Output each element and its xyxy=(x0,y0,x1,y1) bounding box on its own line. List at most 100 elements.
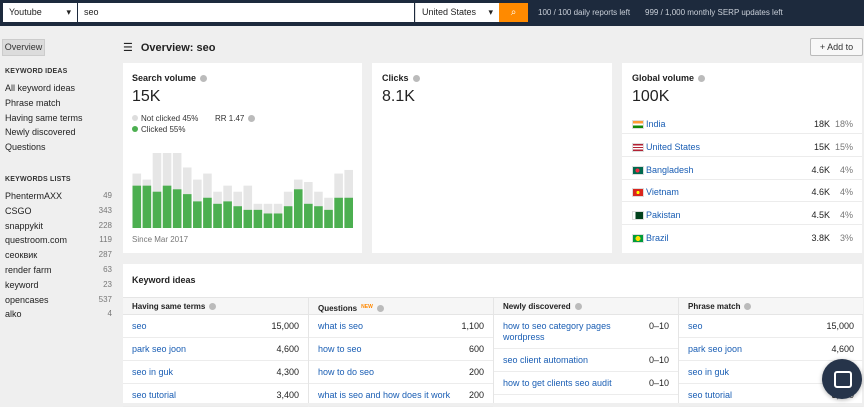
country-select[interactable]: United States ▾ xyxy=(415,3,499,22)
search-button[interactable]: ⌕ xyxy=(499,3,528,22)
card-value: 8.1K xyxy=(382,88,415,105)
list-name[interactable]: questroom.com xyxy=(5,235,68,246)
quota-daily: 100 / 100 daily reports left xyxy=(538,8,631,17)
section-title: KEYWORD IDEAS xyxy=(5,68,68,75)
list-name[interactable]: keyword xyxy=(5,279,39,290)
sidebar-link[interactable]: Phrase match xyxy=(5,97,61,108)
rr-text: RR 1.47 xyxy=(215,114,245,123)
clicked-bar xyxy=(283,206,293,228)
country-link[interactable]: Pakistan xyxy=(646,210,681,221)
clicked-bar xyxy=(304,203,313,228)
add-label: Add to xyxy=(827,42,854,52)
list-count: 228 xyxy=(98,220,112,230)
country-link[interactable]: Bangladesh xyxy=(646,164,694,175)
clicked-bar xyxy=(162,185,172,228)
clicks-card: Clicks 8.1K xyxy=(372,63,612,253)
country-volume: 4.5K xyxy=(811,210,830,221)
clicked-bar xyxy=(314,206,323,228)
keyword-link[interactable]: what is seo xyxy=(318,321,364,331)
keyword-link[interactable]: seo in guk xyxy=(132,367,174,377)
keyword-volume: 15,000 xyxy=(271,321,299,331)
country-volume: 3.8K xyxy=(811,233,830,243)
keyword-link[interactable]: seo client automation xyxy=(503,355,589,365)
keyword-row: how to seo category pages wordpress 0–10 xyxy=(494,315,678,349)
top-bar: Youtube ▾ seo United States ▾ ⌕ 100 / 100 … xyxy=(0,0,864,26)
keyword-link[interactable]: seo in guk xyxy=(688,367,730,377)
column: Questions NEW what is seo 1,100 how to seo 60… xyxy=(308,297,493,407)
list-count: 343 xyxy=(98,205,112,215)
overview-tab[interactable]: Overview xyxy=(2,39,45,56)
keyword-link[interactable]: how to do seo xyxy=(318,367,375,377)
country-share: 4% xyxy=(839,210,853,221)
sidebar-link[interactable]: Newly discovered xyxy=(5,127,76,138)
clicked-bar xyxy=(182,194,192,228)
country-link[interactable]: Vietnam xyxy=(646,187,679,198)
list-name[interactable]: snappykit xyxy=(5,220,44,231)
list-name[interactable]: PhentermAXX xyxy=(5,191,63,201)
list-count: 287 xyxy=(98,250,112,260)
clicked-bar xyxy=(243,209,253,228)
keyword-row: park seo joon 4,600 xyxy=(679,338,863,361)
since: Since Mar 2017 xyxy=(132,235,189,244)
clicked-bar xyxy=(203,197,212,228)
search-volume-card: Search volume 15K Not clicked 45% RR 1.4… xyxy=(123,63,362,253)
keyword-volume: 200 xyxy=(468,367,484,377)
column: Newly discovered how to seo category page… xyxy=(493,297,678,403)
list-name[interactable]: opencases xyxy=(5,294,49,305)
list-name[interactable]: render farm xyxy=(5,265,52,275)
separator xyxy=(622,224,862,226)
keyword-volume: 3,400 xyxy=(276,390,299,400)
keyword-link[interactable]: park seo joon xyxy=(132,344,187,354)
clicked: Clicked 55% xyxy=(141,125,186,134)
list-name[interactable]: CSGO xyxy=(5,205,32,216)
country-link[interactable]: Brazil xyxy=(646,233,669,243)
clicked-bar xyxy=(263,213,273,228)
keyword-volume: 15,000 xyxy=(826,321,854,331)
info xyxy=(376,305,384,312)
country-volume: 4.6K xyxy=(811,187,830,198)
list-count: 49 xyxy=(103,191,112,200)
total-bar xyxy=(243,185,253,228)
keyword-link[interactable]: seo tutorial xyxy=(132,390,177,400)
sidebar-link[interactable]: Questions xyxy=(5,142,46,153)
country-share: 4% xyxy=(839,187,853,198)
column-header: Newly discovered xyxy=(494,297,678,315)
volume-chart xyxy=(132,153,353,228)
clicked-bar xyxy=(193,201,202,228)
country-share: 18% xyxy=(834,119,853,129)
column-title: Phrase match xyxy=(688,302,741,311)
chat-button[interactable] xyxy=(822,359,862,399)
info xyxy=(574,303,582,310)
list-count: 537 xyxy=(98,294,112,304)
card-title: Keyword ideas xyxy=(132,275,196,285)
country-link[interactable]: United States xyxy=(646,141,701,152)
keyword-row: park seo joon 4,600 xyxy=(123,338,308,361)
source-select[interactable]: Youtube ▾ xyxy=(3,3,77,22)
column-title: Questions xyxy=(318,304,358,313)
title: Global volume xyxy=(632,73,695,83)
column-title: Newly discovered xyxy=(503,302,571,311)
keyword-link[interactable]: park seo joon xyxy=(688,344,743,354)
country-volume: 4.6K xyxy=(811,164,830,175)
keyword-link[interactable]: how to seo category pages wordpress xyxy=(503,321,611,342)
keyword-link[interactable]: what is seo and how does it work xyxy=(318,390,451,400)
total-bar xyxy=(152,153,162,228)
keyword-link[interactable]: seo xyxy=(688,321,703,331)
add-button[interactable]: + Add to xyxy=(810,38,863,56)
keyword-link[interactable]: seo xyxy=(132,321,147,331)
keyword-link[interactable]: how to seo xyxy=(318,344,362,354)
keyword-volume: 4,600 xyxy=(276,344,299,354)
list-name[interactable]: alko xyxy=(5,309,22,320)
sidebar-link[interactable]: Having same terms xyxy=(5,112,83,123)
keyword-link[interactable]: how to get clients seo audit xyxy=(503,378,612,388)
flag xyxy=(632,234,644,243)
clicked-bar xyxy=(293,189,303,228)
keyword-volume: 0–10 xyxy=(648,378,669,388)
legend: Clicked 55% xyxy=(132,125,185,134)
list-name[interactable]: сеоквик xyxy=(5,250,38,261)
sidebar-link[interactable]: All keyword ideas xyxy=(5,83,76,93)
search-input[interactable]: seo xyxy=(78,3,414,22)
country-link[interactable]: India xyxy=(646,119,666,129)
not-clicked: Not clicked 45% xyxy=(141,114,199,123)
keyword-link[interactable]: seo tutorial xyxy=(688,390,733,400)
